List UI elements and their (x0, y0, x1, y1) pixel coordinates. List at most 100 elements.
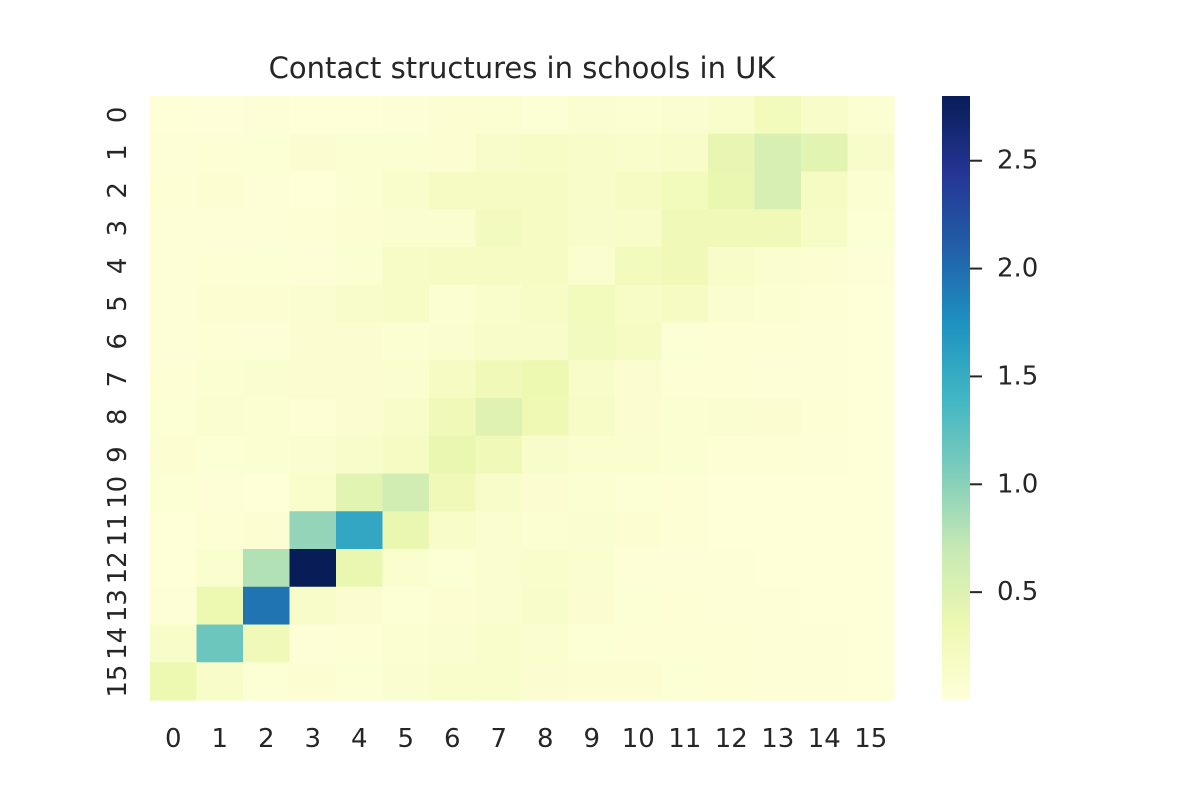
heatmap-cell (661, 171, 709, 210)
heatmap-cell (243, 662, 291, 701)
heatmap-cell (522, 549, 570, 588)
heatmap-cell (708, 209, 756, 248)
heatmap-cell (196, 209, 244, 248)
heatmap-cell (661, 549, 709, 588)
heatmap-cell (708, 171, 756, 210)
heatmap-cell (847, 209, 895, 248)
y-tick-label: 6 (103, 333, 133, 350)
heatmap-cell (754, 247, 802, 286)
y-tick-label: 11 (103, 514, 133, 547)
heatmap-cell (429, 284, 477, 324)
x-tick-label: 14 (808, 724, 841, 754)
heatmap-cell (243, 511, 291, 550)
heatmap-cell (289, 549, 337, 588)
heatmap-cell (475, 209, 523, 248)
heatmap-cell (568, 360, 616, 399)
heatmap-cell (708, 360, 756, 399)
heatmap-cell (661, 247, 709, 286)
heatmap-cell (801, 96, 849, 135)
x-tick-label: 3 (304, 724, 321, 754)
heatmap-cell (615, 209, 663, 248)
heatmap-cell (196, 322, 244, 361)
heatmap-cell (615, 171, 663, 210)
heatmap-cell (289, 586, 337, 626)
heatmap-cell (475, 435, 523, 475)
heatmap-cell (847, 435, 895, 475)
y-tick-label: 10 (103, 476, 133, 509)
heatmap-cell (475, 662, 523, 701)
heatmap-cell (847, 322, 895, 361)
heatmap-cell (150, 662, 198, 701)
colorbar-tick-label: 1.0 (997, 469, 1038, 499)
heatmap-cell (150, 473, 198, 512)
heatmap-cell (708, 549, 756, 588)
heatmap-cell (615, 247, 663, 286)
heatmap-cell (568, 209, 616, 248)
y-tick-label: 7 (103, 371, 133, 388)
heatmap-cell (522, 284, 570, 324)
heatmap-cell (801, 171, 849, 210)
heatmap-cell (196, 549, 244, 588)
heatmap-cell (708, 624, 756, 663)
heatmap-cell (615, 435, 663, 475)
heatmap-cell (289, 511, 337, 550)
heatmap-cell (615, 586, 663, 626)
colorbar-ticks: 0.5 1.0 1.5 2.0 2.5 (970, 146, 1038, 607)
heatmap-cell (475, 360, 523, 399)
heatmap-cell (847, 284, 895, 324)
heatmap-cell (754, 473, 802, 512)
heatmap-cell (568, 624, 616, 663)
heatmap-cell (475, 549, 523, 588)
heatmap-cell (475, 133, 523, 173)
heatmap-cell (196, 586, 244, 626)
heatmap-cell (522, 171, 570, 210)
heatmap-cell (754, 662, 802, 701)
heatmap-cell (429, 133, 477, 173)
heatmap-cell (289, 96, 337, 135)
heatmap-cell (150, 133, 198, 173)
heatmap-cell (708, 511, 756, 550)
heatmap-cell (754, 549, 802, 588)
heatmap-cell (289, 662, 337, 701)
y-tick-label: 15 (103, 665, 133, 698)
x-tick-label: 7 (490, 724, 507, 754)
heatmap-cell (847, 662, 895, 701)
heatmap-cell (336, 398, 384, 437)
heatmap-cell (475, 96, 523, 135)
heatmap-cell (382, 473, 430, 512)
heatmap-cell (429, 96, 477, 135)
heatmap-cell (336, 284, 384, 324)
heatmap-cell (754, 284, 802, 324)
x-tick-label: 12 (715, 724, 748, 754)
y-tick-label: 14 (103, 627, 133, 660)
heatmap-cell (243, 171, 291, 210)
heatmap-cell (150, 549, 198, 588)
heatmap-cells (150, 96, 895, 701)
heatmap-cell (475, 322, 523, 361)
heatmap-cell (847, 624, 895, 663)
heatmap-cell (150, 398, 198, 437)
y-tick-label: 12 (103, 551, 133, 584)
heatmap-cell (661, 473, 709, 512)
heatmap-cell (661, 511, 709, 550)
heatmap-cell (382, 133, 430, 173)
heatmap-cell (336, 171, 384, 210)
heatmap-cell (150, 209, 198, 248)
y-tick-label: 9 (103, 446, 133, 463)
heatmap-cell (661, 435, 709, 475)
heatmap-cell (661, 209, 709, 248)
y-tick-label: 8 (103, 409, 133, 426)
heatmap-cell (568, 398, 616, 437)
heatmap-cell (708, 662, 756, 701)
heatmap-cell (150, 360, 198, 399)
heatmap-cell (336, 96, 384, 135)
heatmap-cell (522, 133, 570, 173)
heatmap-cell (336, 511, 384, 550)
heatmap-cell (754, 322, 802, 361)
heatmap-cell (708, 398, 756, 437)
heatmap-cell (522, 322, 570, 361)
heatmap-cell (847, 360, 895, 399)
heatmap-cell (429, 247, 477, 286)
heatmap-cell (568, 435, 616, 475)
